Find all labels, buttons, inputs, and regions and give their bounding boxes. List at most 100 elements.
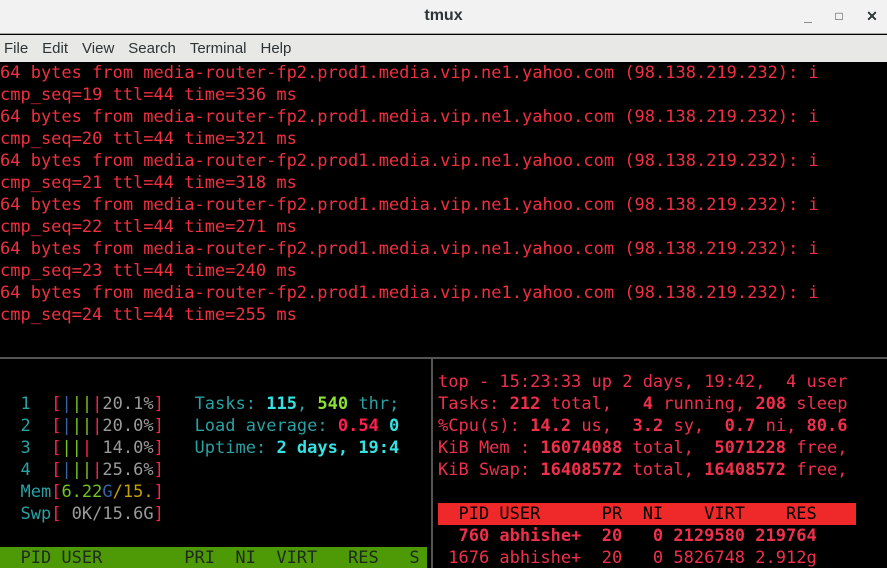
menu-file[interactable]: File [4, 40, 29, 57]
terminal-text-segment: || [71, 460, 93, 480]
terminal-text-segment: || [71, 416, 93, 436]
terminal-text-segment: 16074088 [540, 438, 623, 458]
ping-output-line: cmp_seq=20 ttl=44 time=321 ms [0, 129, 297, 149]
terminal-text-segment: 20.1% [102, 394, 154, 414]
terminal-text-segment: /15. [112, 482, 154, 502]
terminal-text-segment: [ [51, 482, 62, 502]
terminal-text-segment: thr; [348, 394, 400, 414]
terminal-text-segment: ] [153, 482, 164, 502]
terminal-text-segment: total, [540, 394, 643, 414]
maximize-button[interactable]: □ [835, 9, 843, 23]
terminal-text-segment: 0 [378, 416, 400, 436]
menu-bar: File Edit View Search Terminal Help [0, 35, 887, 62]
terminal-text-segment: 16408572 [540, 460, 623, 480]
top-line: 1676 abhishe+ 20 0 5826748 2.912g [438, 547, 887, 568]
terminal-text-segment: total, [622, 460, 705, 480]
htop-line: 4 [||||25.6%] [0, 459, 431, 481]
terminal-text-segment: 2 days, 19:4 [276, 438, 400, 458]
terminal-text-segment: Uptime: [163, 438, 277, 458]
menu-help[interactable]: Help [260, 40, 292, 57]
terminal-text-segment: 25.6% [102, 460, 154, 480]
terminal-text-segment: 4 [0, 460, 52, 480]
terminal-text-segment: || [61, 438, 82, 458]
htop-line: 1 [||||20.1%] Tasks: 115, 540 thr; [0, 393, 431, 415]
terminal-text-segment: Tasks: [163, 394, 267, 414]
process-table-header: PID USER PR NI VIRT RES [438, 503, 856, 525]
terminal-text-segment: 540 [317, 394, 349, 414]
terminal-text-segment: [ [51, 504, 62, 524]
terminal-text-segment: %Cpu(s): [438, 416, 531, 436]
terminal-text-segment: 1676 abhishe+ 20 0 5826748 2.912g [438, 548, 817, 568]
htop-pane[interactable]: 1 [||||20.1%] Tasks: 115, 540 thr; 2 [||… [0, 360, 431, 568]
terminal-text-segment: PID USER PRI NI VIRT RES S [0, 548, 420, 568]
terminal-text-segment: 6.22 [61, 482, 103, 502]
terminal-text-segment: ] [153, 416, 164, 436]
terminal-text-segment: ni, [755, 416, 807, 436]
terminal-text-segment: 0.54 [337, 416, 379, 436]
terminal-text-segment: 16408572 [704, 460, 787, 480]
terminal-text-segment: sleep [786, 394, 848, 414]
ping-output-line: 64 bytes from media-router-fp2.prod1.med… [0, 283, 819, 303]
terminal-text-segment: free, [786, 460, 848, 480]
ping-output-line: 64 bytes from media-router-fp2.prod1.med… [0, 63, 819, 83]
terminal-text-segment: KiB Swap: [438, 460, 541, 480]
terminal-text-segment: Mem [0, 482, 52, 502]
minimize-button[interactable]: _ [804, 8, 812, 24]
terminal-text-segment: [ [51, 394, 62, 414]
terminal-text-segment: Load average: [163, 416, 338, 436]
menu-terminal[interactable]: Terminal [189, 40, 247, 57]
top-line: top - 15:23:33 up 2 days, 19:42, 4 user [438, 371, 887, 393]
terminal-text-segment: G [102, 482, 113, 502]
terminal-text-segment: top - 15:23:33 up 2 days, 19:42, 4 user [438, 372, 848, 392]
terminal-text-segment: [ [51, 438, 62, 458]
ping-output-line: cmp_seq=19 ttl=44 time=336 ms [0, 85, 297, 105]
htop-line [0, 371, 431, 393]
terminal-text-segment: Tasks: [438, 394, 510, 414]
ping-output-line: 64 bytes from media-router-fp2.prod1.med… [0, 239, 819, 259]
ping-output-line: cmp_seq=21 ttl=44 time=318 ms [0, 173, 297, 193]
terminal-text-segment: running, [652, 394, 756, 414]
htop-line: 3 [||| 14.0%] Uptime: 2 days, 19:4 [0, 437, 431, 459]
ping-pane[interactable]: 64 bytes from media-router-fp2.prod1.med… [0, 62, 887, 357]
terminal-text-segment: [ [51, 460, 62, 480]
terminal-text-segment: 80.6 [806, 416, 848, 436]
title-bar: tmux _ □ ✕ [0, 0, 887, 34]
terminal-text-segment: total, [622, 438, 715, 458]
terminal-text-segment: 14.2 [530, 416, 572, 436]
terminal-text-segment: Swp [0, 504, 52, 524]
menu-view[interactable]: View [82, 40, 115, 57]
htop-line: 2 [||||20.0%] Load average: 0.54 0 [0, 415, 431, 437]
terminal-text-segment: PID USER PR NI VIRT RES [438, 504, 817, 524]
terminal-text-segment: [ [51, 416, 62, 436]
terminal-text-segment: 0K/15.6G [61, 504, 154, 524]
terminal-text-segment: sy, [663, 416, 725, 436]
pane-divider-horizontal[interactable] [0, 357, 887, 359]
terminal-text-segment: us, [571, 416, 633, 436]
ping-output-line: 64 bytes from media-router-fp2.prod1.med… [0, 151, 819, 171]
top-line: KiB Mem : 16074088 total, 5071228 free, [438, 437, 887, 459]
close-button[interactable]: ✕ [866, 8, 878, 24]
terminal-text-segment: 4 [642, 394, 653, 414]
ping-output-line: 64 bytes from media-router-fp2.prod1.med… [0, 107, 819, 127]
terminal-text-segment: 0.7 [724, 416, 756, 436]
menu-search[interactable]: Search [128, 40, 176, 57]
terminal-text-segment: 760 abhishe+ 20 0 2129580 219764 [438, 526, 817, 546]
terminal-text-segment: 1 [0, 394, 52, 414]
terminal-text-segment: 212 [509, 394, 541, 414]
terminal-text-segment: | [92, 394, 103, 414]
htop-line: Mem[6.22G/15.] [0, 481, 431, 503]
terminal-text-segment: ] [153, 438, 164, 458]
terminal-text-segment: 2 [0, 416, 52, 436]
terminal-text-segment: KiB Mem : [438, 438, 541, 458]
ping-output-line: cmp_seq=22 ttl=44 time=271 ms [0, 217, 297, 237]
top-line [438, 481, 887, 503]
terminal-text-segment: | [92, 416, 103, 436]
top-line: KiB Swap: 16408572 total, 16408572 free, [438, 459, 887, 481]
process-table-header: PID USER PRI NI VIRT RES S [0, 547, 427, 568]
top-pane[interactable]: top - 15:23:33 up 2 days, 19:42, 4 user T… [438, 360, 887, 568]
ping-output-line: 64 bytes from media-router-fp2.prod1.med… [0, 195, 819, 215]
menu-edit[interactable]: Edit [42, 40, 69, 57]
terminal-text-segment: | [61, 416, 72, 436]
pane-divider-vertical[interactable] [431, 359, 433, 568]
terminal-text-segment: 14.0% [92, 438, 154, 458]
